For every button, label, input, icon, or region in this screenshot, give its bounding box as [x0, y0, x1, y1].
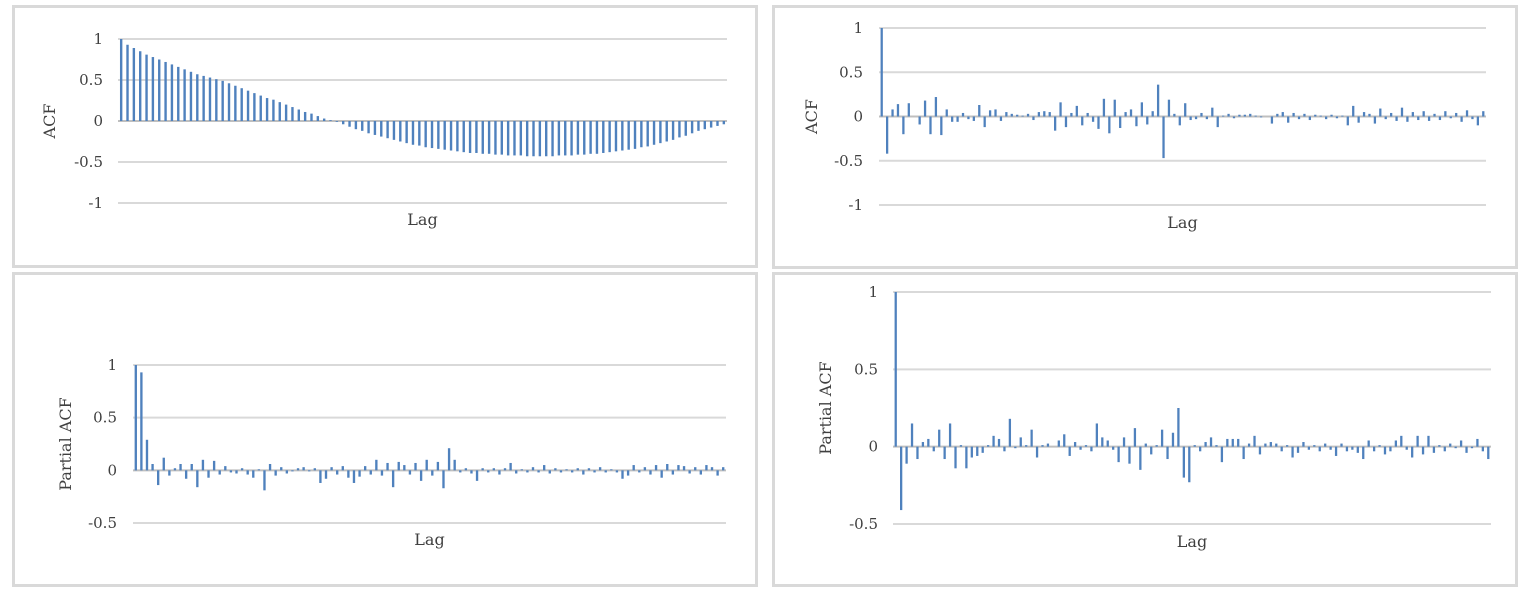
y-axis-label: ACF [802, 99, 821, 135]
acf-chart-top-right: 1 0.5 0 -0.5 -1 Lag ACF [802, 19, 1486, 232]
pacf-chart-bottom-left: 1 0.5 0 -0.5 Lag Partial ACF [56, 356, 726, 549]
y-tick-label: 0 [853, 108, 863, 126]
pacf-chart-bottom-right: 1 0.5 0 -0.5 Lag Partial ACF [816, 283, 1491, 551]
y-tick-label: 1 [868, 283, 878, 301]
y-tick-label: 0.5 [854, 360, 878, 378]
y-tick-label: -1 [88, 194, 103, 212]
y-axis-label: Partial ACF [816, 361, 835, 454]
y-tick-label: -1 [848, 196, 863, 214]
y-tick-label: 0 [107, 461, 117, 479]
acf-chart-top-left: 1 0.5 0 -0.5 -1 Lag ACF [40, 30, 727, 229]
acf-panel-top-right: 1 0.5 0 -0.5 -1 Lag ACF [772, 5, 1518, 269]
y-tick-label: 0 [868, 438, 878, 456]
pacf-panel-bottom-left: 1 0.5 0 -0.5 Lag Partial ACF [12, 272, 758, 587]
y-tick-label: 0 [93, 112, 103, 130]
y-tick-label: 0.5 [79, 71, 103, 89]
y-axis-label: Partial ACF [56, 397, 75, 490]
y-tick-label: 0.5 [93, 409, 117, 427]
y-tick-label: -0.5 [849, 515, 878, 533]
x-axis-label: Lag [1167, 213, 1197, 232]
y-tick-label: -0.5 [834, 152, 863, 170]
x-axis-label: Lag [414, 530, 444, 549]
y-tick-label: -0.5 [74, 153, 103, 171]
y-axis-label: ACF [40, 104, 59, 140]
y-tick-label: -0.5 [88, 514, 117, 532]
acf-panel-top-left: 1 0.5 0 -0.5 -1 Lag ACF [12, 5, 758, 268]
y-tick-label: 1 [93, 30, 103, 48]
pacf-panel-bottom-right: 1 0.5 0 -0.5 Lag Partial ACF [772, 272, 1518, 587]
x-axis-label: Lag [1177, 532, 1207, 551]
y-tick-label: 1 [853, 19, 863, 37]
x-axis-label: Lag [407, 210, 437, 229]
y-tick-label: 0.5 [839, 63, 863, 81]
y-tick-label: 1 [107, 356, 117, 374]
